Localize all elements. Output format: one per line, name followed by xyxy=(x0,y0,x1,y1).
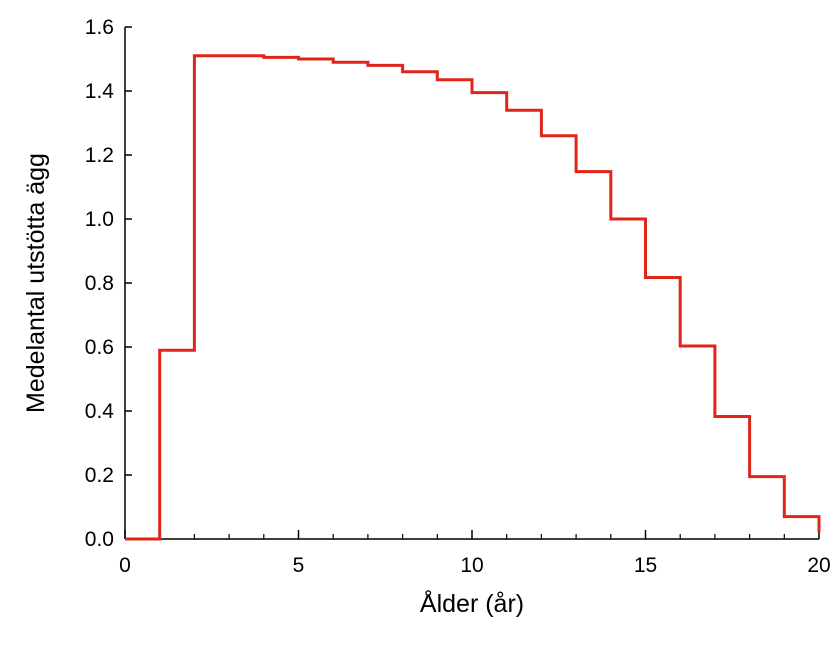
x-tick-label: 10 xyxy=(460,554,483,577)
y-tick-label: 0.0 xyxy=(85,528,114,551)
y-tick-label: 0.2 xyxy=(85,464,114,487)
y-tick-label: 1.2 xyxy=(85,144,114,167)
x-axis-title: Ålder (år) xyxy=(420,588,524,618)
x-tick-label: 5 xyxy=(293,554,305,577)
y-tick-label: 1.0 xyxy=(85,208,114,231)
y-axis-title: Medelantal utstötta ägg xyxy=(22,153,50,413)
x-tick-label: 0 xyxy=(119,554,131,577)
y-tick-label: 1.6 xyxy=(85,16,114,39)
plot-area xyxy=(125,54,821,541)
x-tick-label: 15 xyxy=(634,554,657,577)
axes xyxy=(124,27,819,540)
x-tick-label: 20 xyxy=(807,554,830,577)
y-tick-label: 1.4 xyxy=(85,80,115,103)
series-step-line xyxy=(125,54,821,541)
y-tick-label: 0.8 xyxy=(85,272,114,295)
y-tick-label: 0.6 xyxy=(85,336,114,359)
tick-labels: 0.0 0.2 0.4 0.6 0.8 1.0 1.2 1.4 1.6 0 5 10 15 20 xyxy=(85,16,831,577)
tick-marks xyxy=(124,26,820,540)
y-tick-label: 0.4 xyxy=(85,400,115,423)
